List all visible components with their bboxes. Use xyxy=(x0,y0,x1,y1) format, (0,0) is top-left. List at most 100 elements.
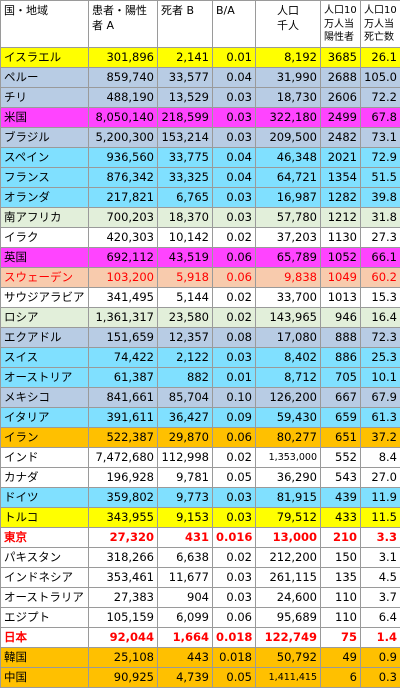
table-row: カナダ 196,928 9,781 0.05 36,290 543 27.0 xyxy=(0,467,400,488)
population-cell: 322,180 xyxy=(255,107,321,128)
cases-per-100k-cell: 888 xyxy=(320,327,361,348)
deaths-cell: 12,357 xyxy=(157,327,213,348)
deaths-cell: 11,677 xyxy=(157,567,213,588)
cases-per-100k-cell: 210 xyxy=(320,527,361,548)
deaths-per-100k-cell: 8.4 xyxy=(360,447,400,468)
cases-cell: 301,896 xyxy=(88,47,158,68)
population-cell: 143,965 xyxy=(255,307,321,328)
header-population-label: 人口 千人 xyxy=(277,4,299,32)
population-cell: 126,200 xyxy=(255,387,321,408)
cases-per-100k-cell: 3685 xyxy=(320,47,361,68)
cases-per-100k-cell: 659 xyxy=(320,407,361,428)
ratio-cell: 0.02 xyxy=(212,547,256,568)
country-cell: トルコ xyxy=(0,507,89,528)
ratio-cell: 0.03 xyxy=(212,507,256,528)
ratio-cell: 0.03 xyxy=(212,87,256,108)
deaths-cell: 882 xyxy=(157,367,213,388)
deaths-per-100k-cell: 1.4 xyxy=(360,627,400,648)
ratio-cell: 0.018 xyxy=(212,627,256,648)
deaths-per-100k-cell: 25.3 xyxy=(360,347,400,368)
table-row: スイス 74,422 2,122 0.03 8,402 886 25.3 xyxy=(0,347,400,368)
cases-cell: 196,928 xyxy=(88,467,158,488)
population-cell: 95,689 xyxy=(255,607,321,628)
deaths-cell: 112,998 xyxy=(157,447,213,468)
country-cell: オーストリア xyxy=(0,367,89,388)
cases-cell: 90,925 xyxy=(88,667,158,688)
cases-per-100k-cell: 946 xyxy=(320,307,361,328)
deaths-per-100k-cell: 39.8 xyxy=(360,187,400,208)
deaths-cell: 18,370 xyxy=(157,207,213,228)
ratio-cell: 0.03 xyxy=(212,187,256,208)
cases-per-100k-cell: 110 xyxy=(320,587,361,608)
country-cell: オランダ xyxy=(0,187,89,208)
table-row: 日本 92,044 1,664 0.018 122,749 75 1.4 xyxy=(0,627,400,648)
country-cell: インド xyxy=(0,447,89,468)
deaths-per-100k-cell: 0.9 xyxy=(360,647,400,668)
deaths-cell: 2,122 xyxy=(157,347,213,368)
cases-per-100k-cell: 110 xyxy=(320,607,361,628)
table-row: トルコ 343,955 9,153 0.03 79,512 433 11.5 xyxy=(0,507,400,528)
deaths-cell: 6,638 xyxy=(157,547,213,568)
header-cases-per-100k-label: 人口10 万人当 陽性者 xyxy=(324,5,357,43)
table-row: オーストラリア 27,383 904 0.03 24,600 110 3.7 xyxy=(0,587,400,608)
population-cell: 57,780 xyxy=(255,207,321,228)
cases-cell: 936,560 xyxy=(88,147,158,168)
header-country: 国・地域 xyxy=(0,0,89,48)
deaths-per-100k-cell: 3.3 xyxy=(360,527,400,548)
deaths-per-100k-cell: 6.4 xyxy=(360,607,400,628)
deaths-per-100k-cell: 73.1 xyxy=(360,127,400,148)
cases-per-100k-cell: 1052 xyxy=(320,247,361,268)
ratio-cell: 0.05 xyxy=(212,667,256,688)
header-cases-label: 患者・陽性 者 A xyxy=(92,4,147,32)
ratio-cell: 0.06 xyxy=(212,607,256,628)
deaths-cell: 36,427 xyxy=(157,407,213,428)
ratio-cell: 0.03 xyxy=(212,567,256,588)
country-cell: メキシコ xyxy=(0,387,89,408)
cases-cell: 151,659 xyxy=(88,327,158,348)
ratio-cell: 0.04 xyxy=(212,167,256,188)
table-row: 米国 8,050,140 218,599 0.03 322,180 2499 67.8 xyxy=(0,107,400,128)
table-row: インドネシア 353,461 11,677 0.03 261,115 135 4.5 xyxy=(0,567,400,588)
table-row: 南アフリカ 700,203 18,370 0.03 57,780 1212 31.8 xyxy=(0,207,400,228)
cases-cell: 692,112 xyxy=(88,247,158,268)
country-cell: 英国 xyxy=(0,247,89,268)
country-cell: ペルー xyxy=(0,67,89,88)
country-cell: インドネシア xyxy=(0,567,89,588)
ratio-cell: 0.02 xyxy=(212,287,256,308)
population-cell: 33,700 xyxy=(255,287,321,308)
ratio-cell: 0.03 xyxy=(212,587,256,608)
country-cell: スウェーデン xyxy=(0,267,89,288)
ratio-cell: 0.06 xyxy=(212,267,256,288)
deaths-per-100k-cell: 66.1 xyxy=(360,247,400,268)
table-row: イラク 420,303 10,142 0.02 37,203 1130 27.3 xyxy=(0,227,400,248)
country-cell: ブラジル xyxy=(0,127,89,148)
population-cell: 79,512 xyxy=(255,507,321,528)
deaths-per-100k-cell: 4.5 xyxy=(360,567,400,588)
cases-cell: 859,740 xyxy=(88,67,158,88)
deaths-cell: 9,773 xyxy=(157,487,213,508)
population-cell: 81,915 xyxy=(255,487,321,508)
cases-per-100k-cell: 2499 xyxy=(320,107,361,128)
table-row: ペルー 859,740 33,577 0.04 31,990 2688 105.0 xyxy=(0,67,400,88)
cases-cell: 25,108 xyxy=(88,647,158,668)
deaths-cell: 33,775 xyxy=(157,147,213,168)
deaths-per-100k-cell: 105.0 xyxy=(360,67,400,88)
cases-cell: 27,383 xyxy=(88,587,158,608)
country-cell: イタリア xyxy=(0,407,89,428)
cases-per-100k-cell: 2606 xyxy=(320,87,361,108)
cases-cell: 61,387 xyxy=(88,367,158,388)
population-cell: 1,353,000 xyxy=(255,447,321,468)
deaths-cell: 9,781 xyxy=(157,467,213,488)
header-deaths: 死者 B xyxy=(157,0,213,48)
ratio-cell: 0.08 xyxy=(212,327,256,348)
header-ratio-label: B/A xyxy=(216,4,235,17)
country-cell: イスラエル xyxy=(0,47,89,68)
deaths-cell: 29,870 xyxy=(157,427,213,448)
country-cell: カナダ xyxy=(0,467,89,488)
header-country-label: 国・地域 xyxy=(4,4,48,17)
population-cell: 8,402 xyxy=(255,347,321,368)
deaths-per-100k-cell: 11.9 xyxy=(360,487,400,508)
deaths-per-100k-cell: 0.3 xyxy=(360,667,400,688)
deaths-cell: 33,325 xyxy=(157,167,213,188)
country-cell: 東京 xyxy=(0,527,89,548)
